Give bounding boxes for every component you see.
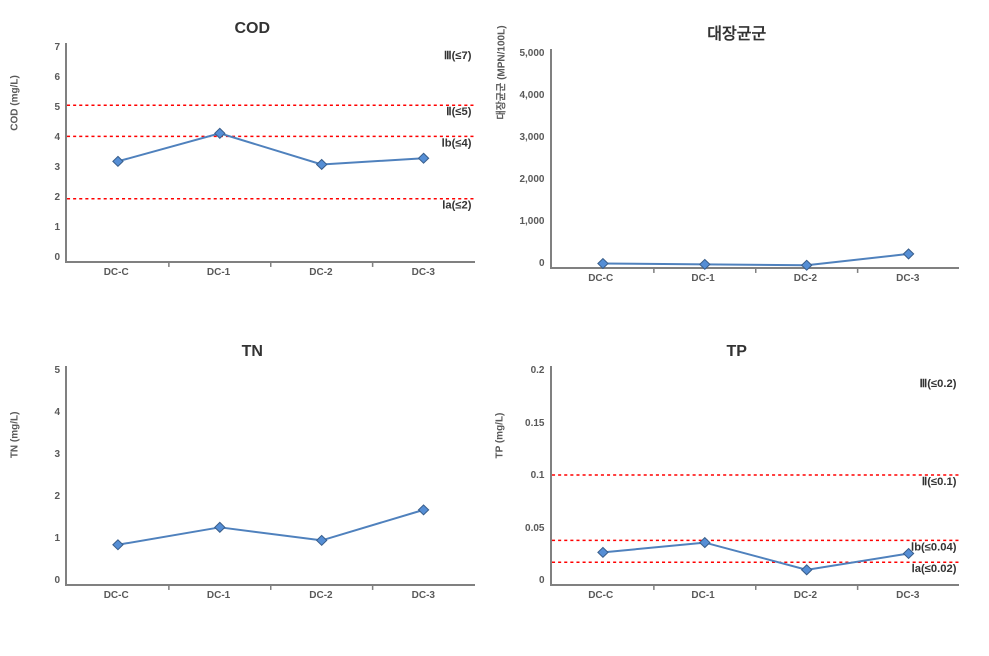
tn-y-tick: 5 bbox=[30, 366, 65, 376]
tp-y-tick: 0 bbox=[515, 576, 550, 586]
tp-x-tick: DC-1 bbox=[652, 590, 754, 601]
tp-chart-panel: TP TP (mg/L) 0.20.150.10.050 Ⅰa(≤0.02)Ⅰb… bbox=[515, 343, 960, 636]
coliform-chart-title: 대장균군 bbox=[515, 20, 960, 44]
svg-text:Ⅰa(≤2): Ⅰa(≤2) bbox=[442, 200, 472, 212]
tp-y-axis: 0.2 0.15 0.1 0.05 0 bbox=[515, 366, 550, 586]
cod-plot-svg: Ⅰa(≤2) Ⅰb(≤4) Ⅱ(≤5) Ⅲ(≤7) bbox=[65, 43, 475, 263]
cod-y-tick: 2 bbox=[30, 193, 65, 203]
coliform-y-axis-label: 대장균군 (MPN/100L) bbox=[492, 25, 507, 119]
coliform-y-tick: 2,000 bbox=[515, 175, 550, 185]
coliform-y-axis: 5,000 4,000 3,000 2,000 1,000 0 bbox=[515, 49, 550, 269]
cod-x-tick: DC-2 bbox=[270, 267, 372, 278]
tp-x-axis: DC-CDC-1DC-2DC-3 bbox=[550, 586, 960, 601]
coliform-plot-area: 대장균군 (MPN/100L) 5,0004,0003,0002,0001,00… bbox=[515, 49, 960, 269]
svg-text:Ⅲ(≤7): Ⅲ(≤7) bbox=[444, 50, 472, 62]
coliform-y-tick: 0 bbox=[515, 259, 550, 269]
coliform-y-tick: 3,000 bbox=[515, 133, 550, 143]
cod-y-tick: 7 bbox=[30, 43, 65, 53]
cod-x-tick: DC-3 bbox=[372, 267, 474, 278]
tn-y-tick: 3 bbox=[30, 450, 65, 460]
cod-chart-panel: COD COD (mg/L) 76543210 Ⅰa(≤2)Ⅰb(≤4)Ⅱ(≤5… bbox=[30, 20, 475, 313]
cod-x-tick: DC-C bbox=[65, 267, 167, 278]
cod-y-tick: 6 bbox=[30, 73, 65, 83]
tn-chart-title: TN bbox=[30, 343, 475, 361]
cod-plot-area: COD (mg/L) 76543210 Ⅰa(≤2)Ⅰb(≤4)Ⅱ(≤5)Ⅲ(≤… bbox=[30, 43, 475, 263]
tp-chart-title: TP bbox=[515, 343, 960, 361]
tn-y-tick: 0 bbox=[30, 576, 65, 586]
coliform-y-tick: 5,000 bbox=[515, 49, 550, 59]
tp-y-tick: 0.2 bbox=[515, 366, 550, 376]
cod-y-axis-label: COD (mg/L) bbox=[10, 75, 21, 131]
tp-y-axis-label: TP (mg/L) bbox=[494, 413, 505, 459]
cod-x-tick: DC-1 bbox=[167, 267, 269, 278]
tn-x-tick: DC-1 bbox=[167, 590, 269, 601]
cod-y-tick: 0 bbox=[30, 253, 65, 263]
cod-x-axis: DC-CDC-1DC-2DC-3 bbox=[65, 263, 475, 278]
svg-text:Ⅰb(≤0.04): Ⅰb(≤0.04) bbox=[910, 541, 956, 553]
tn-plot-area: TN (mg/L) 543210 bbox=[30, 366, 475, 586]
coliform-x-tick: DC-2 bbox=[754, 273, 856, 284]
coliform-plot-svg bbox=[550, 49, 960, 269]
coliform-x-tick: DC-1 bbox=[652, 273, 754, 284]
tp-plot-svg: Ⅰa(≤0.02) Ⅰb(≤0.04) Ⅱ(≤0.1) Ⅲ(≤0.2) bbox=[550, 366, 960, 586]
tn-y-tick: 2 bbox=[30, 492, 65, 502]
tn-x-tick: DC-3 bbox=[372, 590, 474, 601]
coliform-x-tick: DC-3 bbox=[857, 273, 959, 284]
tp-y-tick: 0.15 bbox=[515, 419, 550, 429]
tp-y-tick: 0.05 bbox=[515, 524, 550, 534]
coliform-y-tick: 4,000 bbox=[515, 91, 550, 101]
svg-text:Ⅱ(≤5): Ⅱ(≤5) bbox=[446, 106, 472, 118]
coliform-x-axis: DC-CDC-1DC-2DC-3 bbox=[550, 269, 960, 284]
svg-text:Ⅰa(≤0.02): Ⅰa(≤0.02) bbox=[911, 563, 956, 575]
tn-y-axis: 5 4 3 2 1 0 bbox=[30, 366, 65, 586]
cod-chart-title: COD bbox=[30, 20, 475, 38]
tp-x-tick: DC-C bbox=[550, 590, 652, 601]
cod-y-tick: 4 bbox=[30, 133, 65, 143]
tn-y-axis-label: TN (mg/L) bbox=[10, 412, 21, 459]
tp-x-tick: DC-3 bbox=[857, 590, 959, 601]
cod-y-tick: 3 bbox=[30, 163, 65, 173]
tn-y-tick: 1 bbox=[30, 534, 65, 544]
coliform-x-tick: DC-C bbox=[550, 273, 652, 284]
chart-grid: COD COD (mg/L) 7 6 5 4 3 2 1 0 Ⅰa(≤2) Ⅰb(≤4) Ⅱ(≤5… bbox=[0, 0, 989, 656]
tn-y-tick: 4 bbox=[30, 408, 65, 418]
coliform-chart-panel: 대장균군 대장균군 (MPN/100L) 5,0004,0003,0002,00… bbox=[515, 20, 960, 313]
tn-chart-panel: TN TN (mg/L) 543210 DC-CDC-1DC-2DC-3 bbox=[30, 343, 475, 636]
tp-plot-area: TP (mg/L) 0.20.150.10.050 Ⅰa(≤0.02)Ⅰb(≤0… bbox=[515, 366, 960, 586]
tn-plot-svg bbox=[65, 366, 475, 586]
tn-x-tick: DC-2 bbox=[270, 590, 372, 601]
svg-text:Ⅱ(≤0.1): Ⅱ(≤0.1) bbox=[921, 476, 956, 488]
cod-y-tick: 5 bbox=[30, 103, 65, 113]
tp-y-tick: 0.1 bbox=[515, 471, 550, 481]
tn-x-tick: DC-C bbox=[65, 590, 167, 601]
tn-x-axis: DC-CDC-1DC-2DC-3 bbox=[65, 586, 475, 601]
tp-x-tick: DC-2 bbox=[754, 590, 856, 601]
coliform-y-tick: 1,000 bbox=[515, 217, 550, 227]
cod-y-tick: 1 bbox=[30, 223, 65, 233]
cod-y-axis: 7 6 5 4 3 2 1 0 bbox=[30, 43, 65, 263]
svg-text:Ⅲ(≤0.2): Ⅲ(≤0.2) bbox=[919, 378, 956, 390]
svg-text:Ⅰb(≤4): Ⅰb(≤4) bbox=[441, 137, 471, 149]
